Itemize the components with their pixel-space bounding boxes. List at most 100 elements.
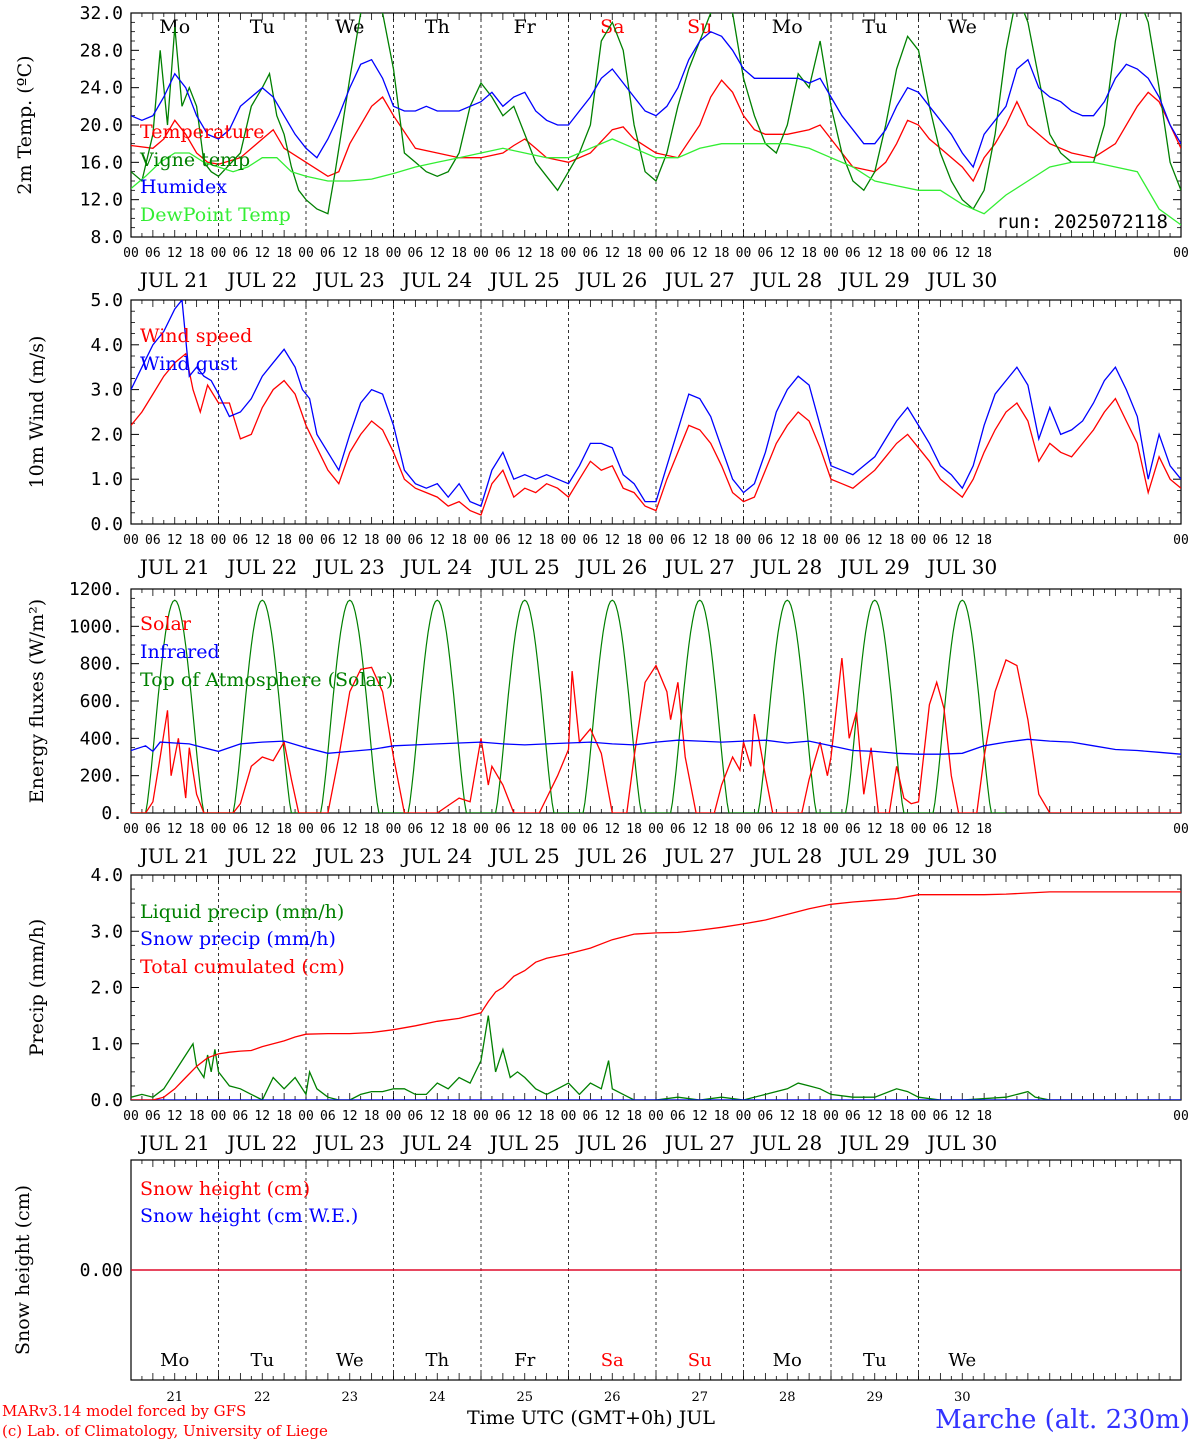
date-label: JUL 23	[313, 555, 385, 579]
y-tick-label: 0.0	[90, 1090, 123, 1111]
series-line-toa-solar	[393, 599, 481, 813]
hour-tick-label: 12	[779, 1109, 795, 1124]
hour-tick-label: 18	[451, 533, 467, 548]
y-axis-label: Precip (mm/h)	[26, 919, 48, 1057]
panel-4: 0.0 1.0 2.0 3.0 4.0 Precip (mm/h) 00 06 12 18 JUL …	[26, 865, 1189, 1155]
hour-tick-label: 18	[714, 533, 730, 548]
hour-tick-label: 06	[408, 822, 424, 837]
date-label: JUL 22	[225, 268, 297, 292]
hour-tick-label: 00	[473, 822, 489, 837]
hour-tick-label: 12	[692, 822, 708, 837]
hour-tick-label: 00	[823, 1109, 839, 1124]
date-label: JUL 29	[838, 268, 910, 292]
date-label: JUL 24	[400, 1131, 472, 1155]
hour-tick-label: 00	[911, 822, 927, 837]
hour-tick-label: 18	[539, 246, 555, 261]
weekday-label: We	[948, 16, 977, 38]
hour-tick-label: 06	[583, 1109, 599, 1124]
hour-tick-label: 00	[211, 1109, 227, 1124]
hour-tick-label: 06	[670, 533, 686, 548]
series-line-toa-solar	[831, 599, 919, 813]
hour-tick-label: 00	[823, 822, 839, 837]
hour-tick-label: 00	[561, 533, 577, 548]
weekday-label: Mo	[772, 16, 803, 38]
hour-tick-label: 06	[933, 246, 949, 261]
day-number-label: 27	[691, 1390, 708, 1405]
hour-tick-label: 12	[517, 1109, 533, 1124]
day-number-label: 26	[604, 1390, 621, 1405]
legend-entry: Wind speed	[140, 325, 252, 347]
legend-entry: Snow height (cm)	[140, 1178, 310, 1200]
y-tick-label: 1000.	[69, 616, 123, 637]
legend-entry: Infrared	[140, 641, 220, 663]
hour-tick-label: 06	[233, 533, 249, 548]
hour-tick-label: 18	[189, 533, 205, 548]
weekday-label: We	[948, 1350, 976, 1371]
hour-tick-label: 00	[1173, 822, 1189, 837]
day-number-label: 22	[254, 1390, 271, 1405]
date-label: JUL 30	[925, 1131, 997, 1155]
date-label: JUL 24	[400, 844, 472, 868]
date-label: JUL 27	[663, 1131, 735, 1155]
hour-tick-label: 06	[233, 246, 249, 261]
weekday-label: Su	[688, 1350, 712, 1371]
hour-tick-label: 00	[211, 246, 227, 261]
hour-tick-label: 12	[692, 1109, 708, 1124]
hour-tick-label: 00	[386, 822, 402, 837]
hour-tick-label: 12	[429, 822, 445, 837]
panel-3: 0. 200. 400. 600. 800. 1000. 1200. Energy fluxe…	[26, 579, 1189, 868]
series-line-toa-solar	[656, 599, 744, 813]
hour-tick-label: 12	[167, 822, 183, 837]
hour-tick-label: 18	[276, 822, 292, 837]
hour-tick-label: 18	[801, 533, 817, 548]
date-label: JUL 29	[838, 555, 910, 579]
hour-tick-label: 06	[670, 246, 686, 261]
date-label: JUL 22	[225, 844, 297, 868]
y-tick-label: 0.	[101, 803, 123, 824]
hour-tick-label: 18	[364, 533, 380, 548]
weekday-label: Fr	[514, 1350, 535, 1371]
hour-tick-label: 06	[145, 533, 161, 548]
hour-tick-label: 00	[648, 1109, 664, 1124]
y-tick-label: 0.00	[80, 1260, 123, 1281]
legend-entry: Temperature	[140, 121, 264, 143]
hour-tick-label: 18	[364, 246, 380, 261]
series-line-toa-solar	[743, 599, 831, 813]
hour-tick-label: 18	[976, 246, 992, 261]
hour-tick-label: 18	[189, 1109, 205, 1124]
series-line-toa-solar	[568, 599, 656, 813]
hour-tick-label: 18	[276, 1109, 292, 1124]
hour-tick-label: 12	[604, 1109, 620, 1124]
x-axis-title: Time UTC (GMT+0h) JUL	[467, 1407, 715, 1429]
hour-tick-label: 06	[845, 246, 861, 261]
date-label: JUL 28	[750, 844, 822, 868]
hour-tick-label: 12	[254, 1109, 270, 1124]
hour-tick-label: 12	[429, 533, 445, 548]
hour-tick-label: 00	[911, 246, 927, 261]
date-label: JUL 25	[488, 555, 560, 579]
station-label: Marche (alt. 230m)	[935, 1405, 1190, 1435]
hour-tick-label: 18	[889, 533, 905, 548]
weekday-label: Tu	[250, 1350, 274, 1371]
date-label: JUL 30	[925, 268, 997, 292]
hour-tick-label: 00	[911, 533, 927, 548]
hour-tick-label: 06	[583, 533, 599, 548]
hour-tick-label: 00	[123, 822, 139, 837]
hour-tick-label: 06	[408, 246, 424, 261]
hour-tick-label: 12	[692, 246, 708, 261]
hour-tick-label: 00	[123, 246, 139, 261]
y-tick-label: 800.	[80, 654, 123, 675]
hour-tick-label: 18	[976, 822, 992, 837]
hour-tick-label: 00	[561, 246, 577, 261]
hour-tick-label: 06	[845, 533, 861, 548]
y-tick-label: 200.	[80, 766, 123, 787]
series-line-vigne-temp	[131, 13, 1181, 215]
date-label: JUL 26	[575, 844, 647, 868]
legend-entry: Wind gust	[140, 353, 238, 375]
hour-tick-label: 06	[933, 533, 949, 548]
weekday-label: Th	[425, 16, 450, 38]
date-label: JUL 27	[663, 844, 735, 868]
hour-tick-label: 18	[889, 246, 905, 261]
weekday-label: Sa	[600, 16, 624, 38]
